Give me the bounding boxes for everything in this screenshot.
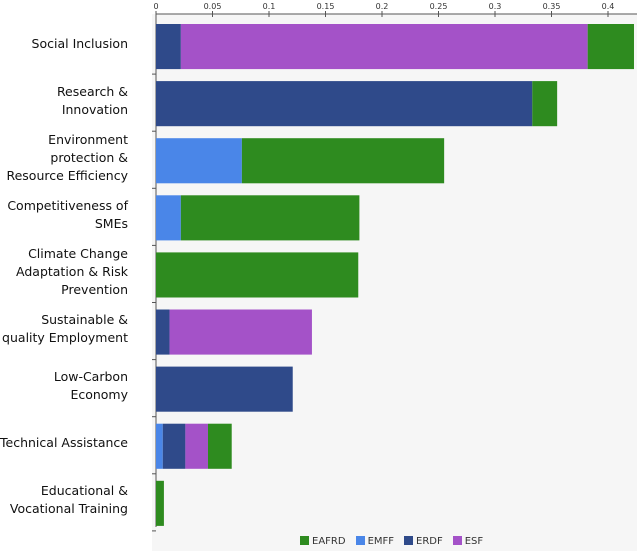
bar-esf [169, 309, 312, 355]
category-label: Environment protection & Resource Effici… [6, 131, 128, 183]
bar-erdf [156, 309, 170, 355]
legend-swatch [452, 536, 462, 545]
x-tick-label: 0.4 [602, 2, 615, 11]
legend-item: ERDF [404, 536, 443, 547]
legend-item: ESF [452, 536, 484, 547]
bar-erdf [162, 423, 186, 469]
bar-eafrd [180, 195, 360, 241]
bar-eafrd [587, 24, 634, 70]
bar-eafrd [156, 252, 359, 298]
legend-swatch [300, 536, 309, 545]
bar-eafrd [207, 423, 232, 469]
bar-erdf [156, 366, 293, 412]
bar-erdf [156, 24, 181, 70]
bar-emff [156, 423, 163, 469]
category-label: Sustainable & quality Employment [2, 312, 128, 346]
x-tick-label: 0.1 [263, 2, 276, 11]
x-tick-label: 0.25 [430, 2, 448, 11]
category-label: Educational & Vocational Training [9, 483, 128, 517]
legend-swatch [404, 536, 414, 545]
bar-eafrd [241, 138, 445, 184]
legend-label: ERDF [416, 536, 443, 547]
category-label: Competitiveness of SMEs [7, 197, 128, 231]
category-label: Technical Assistance [0, 435, 128, 451]
legend-item: EAFRD [300, 536, 346, 547]
bar-esf [180, 24, 588, 70]
legend: EAFRD EMFF ERDF ESF [300, 536, 483, 547]
bar-emff [156, 138, 242, 184]
legend-label: EMFF [367, 536, 395, 547]
bar-emff [156, 195, 181, 241]
bar-erdf [156, 81, 533, 127]
category-label: Research & Innovation [56, 83, 128, 117]
x-tick-label: 0.15 [317, 2, 335, 11]
x-tick-label: 0 [153, 2, 158, 11]
legend-swatch [355, 536, 365, 545]
x-tick-label: 0.3 [489, 2, 502, 11]
category-label: Low-Carbon Economy [53, 369, 128, 403]
bar-esf [185, 423, 208, 469]
category-label: Climate Change Adaptation & Risk Prevent… [16, 245, 128, 297]
x-tick-label: 0.2 [376, 2, 389, 11]
legend-label: EAFRD [312, 536, 346, 547]
bar-eafrd [532, 81, 558, 127]
x-tick-label: 0.05 [204, 2, 222, 11]
legend-label: ESF [464, 536, 484, 547]
legend-item: EMFF [355, 536, 395, 547]
x-tick-label: 0.35 [543, 2, 561, 11]
bar-eafrd [156, 480, 164, 526]
category-label: Social Inclusion [31, 35, 128, 51]
